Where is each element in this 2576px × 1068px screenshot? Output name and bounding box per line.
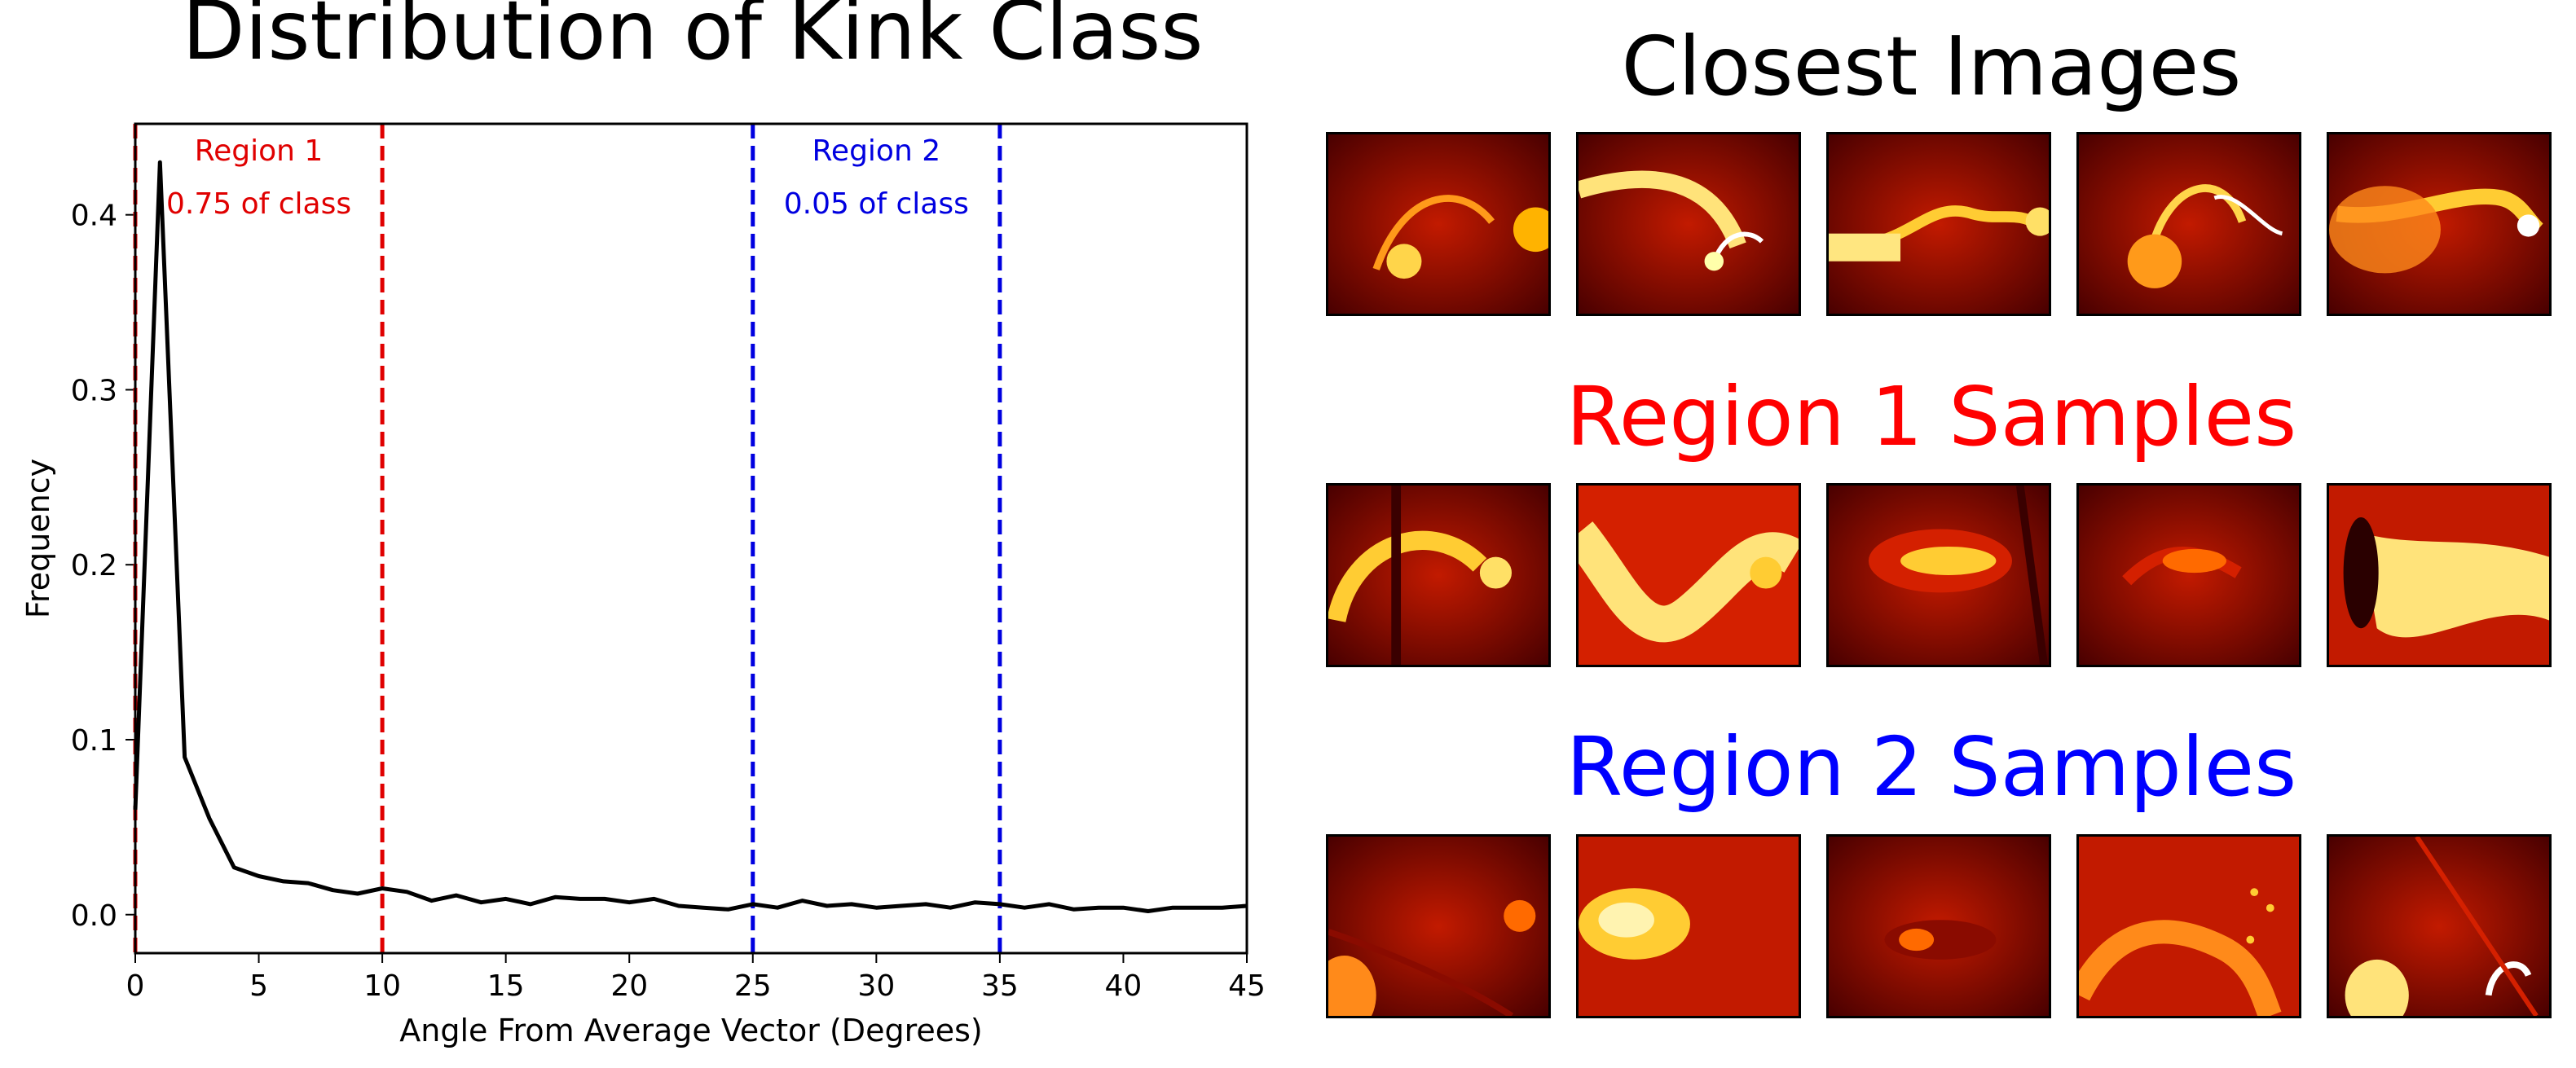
- thumbnail-arc-bright-left: [1576, 132, 1801, 316]
- thumbnail-arc-left-curve: [1326, 483, 1551, 667]
- thumbnail-arc-bright-center: [2076, 132, 2301, 316]
- y-axis-label: Frequency: [20, 459, 56, 618]
- x-tick-label: 30: [857, 969, 895, 1003]
- data-point: [356, 892, 359, 894]
- data-point: [702, 907, 705, 909]
- x-axis-label: Angle From Average Vector (Degrees): [399, 1013, 983, 1048]
- data-point: [430, 899, 433, 902]
- data-point: [677, 905, 680, 908]
- data-point: [1072, 908, 1075, 911]
- data-point: [159, 161, 161, 164]
- plot-frame: [134, 122, 1248, 955]
- thumbnail-dark-sparse-sparks: [1326, 834, 1551, 1018]
- data-point: [1172, 907, 1174, 909]
- thumbnail-arc-left-to-right: [1326, 132, 1551, 316]
- data-point: [751, 903, 754, 905]
- x-tick-label: 35: [981, 969, 1019, 1003]
- data-point: [480, 901, 482, 903]
- y-tick-label: 0.4: [71, 200, 117, 233]
- data-point: [801, 899, 804, 902]
- data-point: [406, 890, 408, 893]
- region-1-samples-title: Region 1 Samples: [1565, 369, 2297, 464]
- x-tick-label: 5: [249, 969, 268, 1003]
- thumbnail-arc-wide-bright: [2327, 132, 2552, 316]
- data-point: [332, 889, 334, 891]
- data-point: [456, 894, 458, 897]
- data-point: [258, 875, 260, 877]
- x-tick-label: 0: [126, 969, 145, 1003]
- region-2-label: Region 2: [812, 134, 941, 168]
- closest-images-title: Closest Images: [1621, 19, 2242, 114]
- data-point: [949, 907, 952, 909]
- data-point: [851, 903, 853, 905]
- data-point: [282, 880, 284, 882]
- data-point: [1024, 907, 1026, 909]
- x-tick-label: 10: [363, 969, 401, 1003]
- x-tick-label: 45: [1228, 969, 1266, 1003]
- x-tick-label: 40: [1105, 969, 1143, 1003]
- data-point: [208, 817, 210, 820]
- data-point: [603, 898, 605, 900]
- data-point: [875, 907, 878, 909]
- data-point: [307, 882, 310, 885]
- y-tick-label: 0.3: [71, 374, 117, 407]
- y-tick-label: 0.1: [71, 724, 117, 758]
- data-point: [183, 756, 186, 758]
- data-point: [1147, 910, 1149, 912]
- thumbnail-diffuse-shell-dots: [2076, 834, 2301, 1018]
- x-tick-label: 20: [610, 969, 648, 1003]
- x-tick-label: 15: [487, 969, 525, 1003]
- data-point: [1122, 907, 1125, 909]
- thumbnail-dim-center-arc: [2076, 483, 2301, 667]
- data-point: [628, 901, 631, 903]
- region-2-fraction: 0.05 of class: [784, 187, 969, 221]
- data-point: [1098, 907, 1100, 909]
- data-point: [900, 905, 902, 908]
- data-point: [529, 903, 531, 905]
- data-point: [1048, 903, 1050, 905]
- chart-title: Distribution of Kink Class: [183, 0, 1204, 78]
- y-tick-label: 0.2: [71, 549, 117, 582]
- y-tick-label: 0.0: [71, 899, 117, 933]
- data-point: [826, 905, 828, 908]
- frequency-line: [133, 160, 1248, 913]
- data-point: [1221, 907, 1223, 909]
- region-2-samples-title: Region 2 Samples: [1565, 719, 2297, 815]
- data-point: [1196, 907, 1199, 909]
- data-point: [233, 866, 236, 868]
- data-point: [381, 887, 384, 890]
- thumbnail-bright-plume-right: [2327, 483, 2552, 667]
- data-point: [579, 898, 581, 900]
- region-1-label: Region 1: [195, 134, 324, 168]
- thumbnail-faint-center-plume: [1826, 483, 2051, 667]
- data-point: [554, 896, 557, 899]
- data-point: [777, 907, 779, 909]
- data-point: [924, 903, 927, 905]
- thumbnail-bright-left-cloud: [1576, 834, 1801, 1018]
- thumbnail-faint-center-glow: [1826, 834, 2051, 1018]
- data-point: [974, 901, 976, 903]
- thumbnail-bright-wave: [1576, 483, 1801, 667]
- data-point: [998, 903, 1001, 905]
- data-point: [653, 898, 655, 900]
- kink-class-chart: Distribution of Kink Class 0 5 10 15 20 25 30 3…: [20, 0, 1266, 1048]
- x-tick-label: 25: [734, 969, 772, 1003]
- data-point: [504, 898, 507, 900]
- region-1-fraction: 0.75 of class: [166, 187, 351, 221]
- thumbnail-bright-bottom-loops: [2327, 834, 2552, 1018]
- thumbnail-arc-horizontal: [1826, 132, 2051, 316]
- data-point: [727, 908, 729, 911]
